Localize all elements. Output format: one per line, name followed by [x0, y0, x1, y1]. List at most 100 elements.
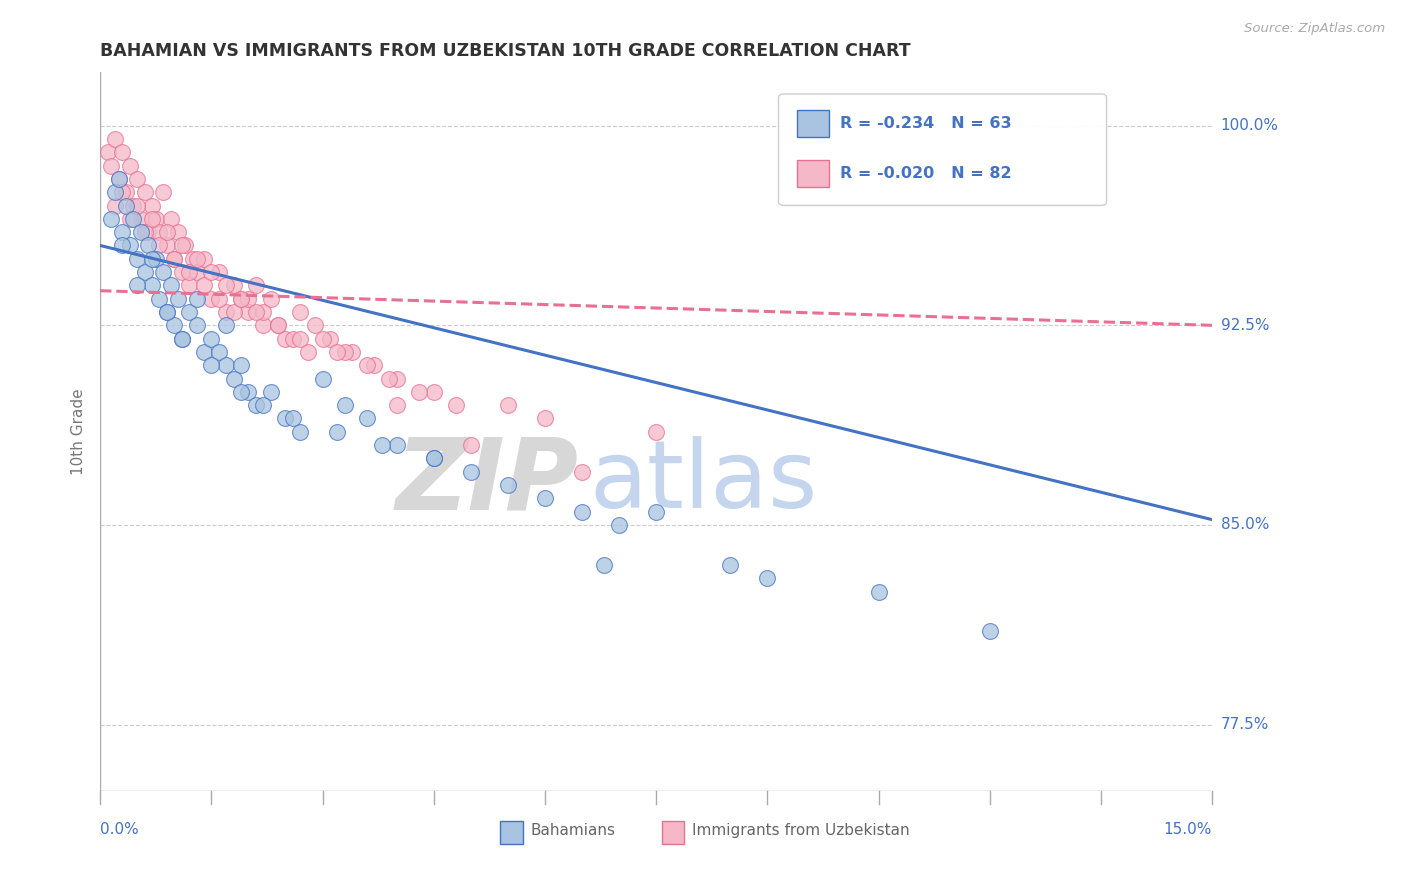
Point — [245, 305, 267, 319]
Point — [111, 238, 134, 252]
Point — [152, 265, 174, 279]
Point — [422, 384, 444, 399]
FancyBboxPatch shape — [501, 821, 523, 844]
Point — [356, 358, 378, 372]
Text: 77.5%: 77.5% — [1220, 717, 1268, 732]
Point — [571, 465, 593, 479]
Point — [290, 305, 312, 319]
Point — [170, 265, 193, 279]
Point — [107, 172, 129, 186]
Point — [96, 145, 118, 160]
Text: 0.0%: 0.0% — [100, 822, 139, 837]
Point — [127, 278, 149, 293]
Point — [200, 358, 222, 372]
Point — [304, 318, 326, 333]
Point — [238, 305, 260, 319]
Point — [122, 198, 145, 212]
Point — [718, 558, 741, 572]
Point — [111, 185, 134, 199]
Text: ZIP: ZIP — [395, 434, 578, 531]
Point — [127, 172, 149, 186]
Point — [167, 225, 190, 239]
Point — [281, 411, 304, 425]
Point — [208, 265, 231, 279]
Point — [141, 252, 163, 266]
Point — [222, 371, 245, 385]
Point — [200, 332, 222, 346]
Text: R = -0.234   N = 63: R = -0.234 N = 63 — [839, 116, 1011, 131]
Point — [222, 305, 245, 319]
Point — [215, 318, 238, 333]
Point — [163, 252, 186, 266]
Point — [170, 238, 193, 252]
Point — [496, 398, 519, 412]
Point — [122, 211, 145, 226]
Point — [311, 371, 333, 385]
Point — [145, 211, 167, 226]
Point — [134, 225, 156, 239]
Point — [215, 278, 238, 293]
Text: atlas: atlas — [589, 436, 818, 528]
Point — [152, 185, 174, 199]
Text: 85.0%: 85.0% — [1220, 517, 1268, 533]
Point — [148, 225, 170, 239]
Point — [297, 345, 319, 359]
Point — [129, 225, 152, 239]
Point — [136, 225, 159, 239]
Point — [134, 185, 156, 199]
Y-axis label: 10th Grade: 10th Grade — [72, 389, 86, 475]
Point — [326, 345, 349, 359]
Point — [422, 451, 444, 466]
Point — [371, 438, 394, 452]
Point — [170, 332, 193, 346]
Point — [156, 238, 179, 252]
Point — [156, 305, 179, 319]
Point — [571, 505, 593, 519]
Point — [167, 292, 190, 306]
Point — [148, 238, 170, 252]
Point — [118, 159, 141, 173]
Point — [127, 198, 149, 212]
Point — [281, 332, 304, 346]
Point — [177, 305, 200, 319]
Point — [159, 278, 181, 293]
FancyBboxPatch shape — [797, 110, 828, 137]
Point — [193, 252, 215, 266]
Point — [186, 252, 208, 266]
FancyBboxPatch shape — [662, 821, 683, 844]
Text: BAHAMIAN VS IMMIGRANTS FROM UZBEKISTAN 10TH GRADE CORRELATION CHART: BAHAMIAN VS IMMIGRANTS FROM UZBEKISTAN 1… — [100, 42, 911, 60]
Point — [200, 265, 222, 279]
Point — [593, 558, 616, 572]
Point — [979, 624, 1001, 639]
Point — [222, 278, 245, 293]
Point — [229, 358, 252, 372]
Point — [385, 398, 408, 412]
Text: R = -0.020   N = 82: R = -0.020 N = 82 — [839, 166, 1011, 181]
Point — [115, 185, 138, 199]
Point — [174, 238, 197, 252]
Point — [238, 384, 260, 399]
Point — [193, 278, 215, 293]
Point — [259, 292, 281, 306]
Point — [252, 305, 274, 319]
Point — [645, 425, 668, 439]
Point — [259, 384, 281, 399]
Point — [215, 358, 238, 372]
Point — [186, 265, 208, 279]
Point — [326, 425, 349, 439]
Point — [215, 305, 238, 319]
Point — [607, 518, 630, 533]
Point — [267, 318, 290, 333]
Point — [385, 438, 408, 452]
Text: 100.0%: 100.0% — [1220, 118, 1278, 133]
Point — [385, 371, 408, 385]
Point — [100, 159, 122, 173]
Point — [111, 225, 134, 239]
FancyBboxPatch shape — [779, 94, 1107, 205]
Point — [229, 292, 252, 306]
Point — [104, 198, 127, 212]
Point — [156, 305, 179, 319]
Point — [238, 292, 260, 306]
Point — [208, 292, 231, 306]
Point — [170, 332, 193, 346]
